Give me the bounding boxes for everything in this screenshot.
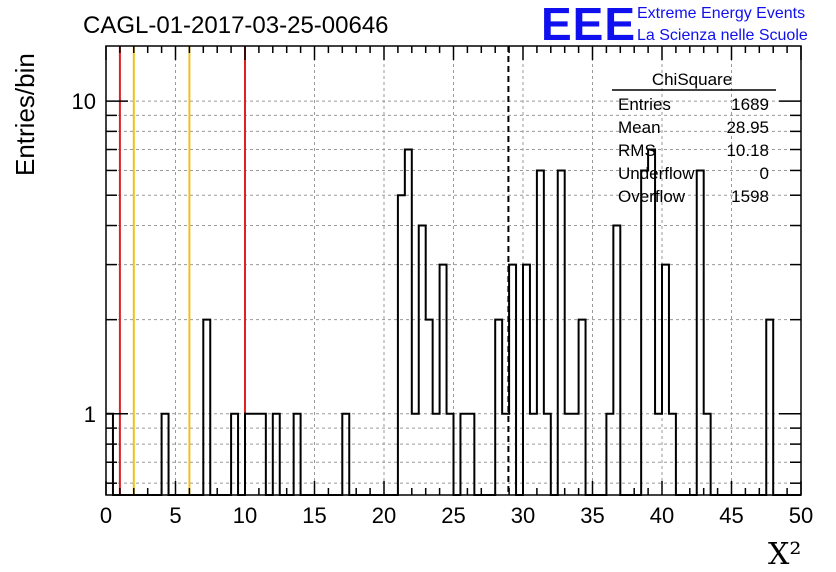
logo-line-1: Extreme Energy Events — [637, 5, 805, 22]
x-tick-label: 0 — [100, 503, 112, 528]
x-tick-label: 35 — [580, 503, 604, 528]
x-tick-label: 10 — [233, 503, 257, 528]
stats-label: Overflow — [618, 187, 686, 206]
x-tick-label: 30 — [511, 503, 535, 528]
x-tick-label: 50 — [789, 503, 813, 528]
stats-label: Underflow — [618, 164, 695, 183]
x-axis-title: X² — [768, 537, 801, 572]
chart-title: CAGL-01-2017-03-25-00646 — [83, 12, 389, 39]
x-tick-label: 5 — [169, 503, 181, 528]
stats-value: 28.95 — [726, 118, 769, 137]
histogram-series — [106, 148, 801, 496]
stats-label: Mean — [618, 118, 661, 137]
x-tick-label: 40 — [650, 503, 674, 528]
y-tick-label: 10 — [72, 89, 96, 114]
stats-label: Entries — [618, 95, 671, 114]
stats-value: 10.18 — [726, 141, 769, 160]
stats-label: RMS — [618, 141, 656, 160]
x-tick-label: 20 — [372, 503, 396, 528]
axis-ticks — [105, 46, 802, 495]
eee-logo-mark: EEE — [541, 0, 636, 50]
stats-box: ChiSquare Entries 1689 Mean 28.95 RMS 10.18 Un… — [612, 70, 776, 206]
x-tick-label: 15 — [302, 503, 326, 528]
stats-value: 1689 — [731, 95, 769, 114]
stats-title: ChiSquare — [652, 70, 732, 89]
x-tick-label: 25 — [441, 503, 465, 528]
tick-labels: 0 5 10 15 20 25 30 35 40 45 50 1 10 — [72, 89, 814, 528]
stats-value: 1598 — [731, 187, 769, 206]
y-axis-title: Entries/bin — [10, 53, 40, 176]
y-tick-label: 1 — [84, 402, 96, 427]
logo-line-2: La Scienza nelle Scuole — [637, 27, 808, 44]
eee-logo: EEE Extreme Energy Events La Scienza nel… — [541, 0, 808, 50]
x-tick-label: 45 — [719, 503, 743, 528]
grid — [106, 46, 801, 495]
stats-value: 0 — [760, 164, 769, 183]
